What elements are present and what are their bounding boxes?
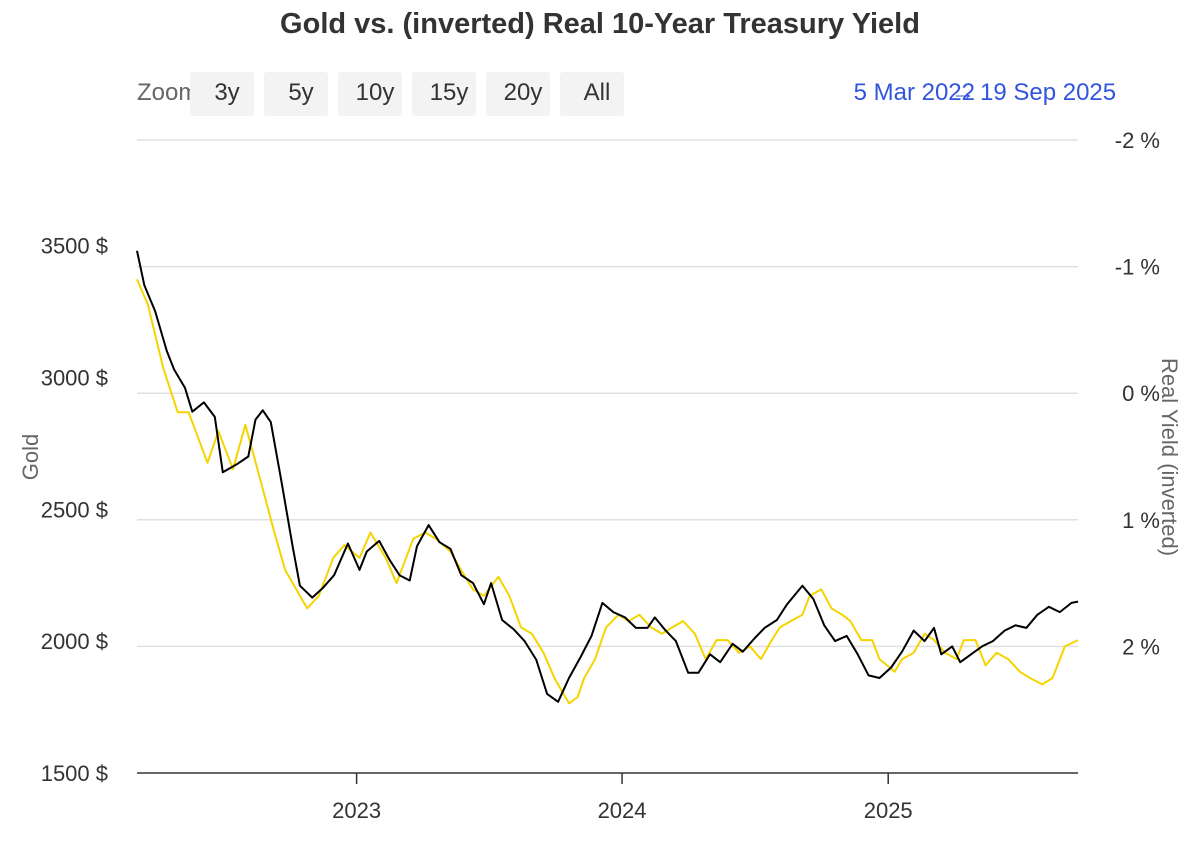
right-axis-tick-label: -1 %	[1115, 255, 1160, 280]
left-axis-title: Gold	[18, 434, 43, 480]
left-axis-tick-label: 3500 $	[41, 234, 108, 259]
x-axis-tick-label: 2024	[598, 798, 647, 823]
right-axis-tick-label: -2 %	[1115, 128, 1160, 153]
zoom-button-label[interactable]: 10y	[356, 79, 395, 106]
zoom-button-All[interactable]: All	[560, 72, 624, 116]
range-to[interactable]: 19 Sep 2025	[980, 79, 1116, 106]
left-axis-tick-label: 2500 $	[41, 497, 108, 522]
series-lines	[136, 250, 1079, 705]
x-axis-tick-label: 2025	[864, 798, 913, 823]
zoom-button-bg[interactable]	[486, 72, 550, 116]
zoom-button-bg[interactable]	[560, 72, 624, 116]
range-from[interactable]: 5 Mar 2022	[854, 79, 975, 106]
left-axis-tick-label: 3000 $	[41, 365, 108, 390]
zoom-button-label[interactable]: 5y	[288, 79, 313, 106]
right-axis-tick-label: 2 %	[1122, 634, 1160, 659]
zoom-button-3y[interactable]: 3y	[190, 72, 254, 116]
zoom-button-bg[interactable]	[264, 72, 328, 116]
gold-series-line	[136, 250, 1079, 703]
zoom-button-15y[interactable]: 15y	[412, 72, 476, 116]
right-axis-tick-label: 1 %	[1122, 508, 1160, 533]
zoom-button-label[interactable]: All	[584, 79, 611, 106]
axes: 1500 $ 2000 $ 2500 $ 3000 $ 3500 $ 2 % 1 % 0 % -…	[41, 128, 1160, 823]
grid-lines	[137, 139, 1078, 648]
left-axis-tick-label: 1500 $	[41, 761, 108, 786]
zoom-buttons: 3y 5y 10y 15y 20y All	[190, 72, 624, 116]
zoom-button-label[interactable]: 20y	[504, 79, 543, 106]
zoom-button-label[interactable]: 15y	[430, 79, 469, 106]
chart-title: Gold vs. (inverted) Real 10-Year Treasur…	[280, 8, 920, 40]
zoom-button-label[interactable]: 3y	[214, 79, 239, 106]
left-axis-tick-label: 2000 $	[41, 629, 108, 654]
right-axis-title: Real Yield (inverted)	[1157, 358, 1182, 556]
range-separator: →	[951, 79, 975, 106]
zoom-button-bg[interactable]	[190, 72, 254, 116]
zoom-button-10y[interactable]: 10y	[338, 72, 402, 116]
x-axis-tick-label: 2023	[332, 798, 381, 823]
zoom-button-bg[interactable]	[338, 72, 402, 116]
right-axis-tick-label: 0 %	[1122, 381, 1160, 406]
zoom-label: Zoom	[137, 79, 198, 106]
zoom-button-20y[interactable]: 20y	[486, 72, 550, 116]
zoom-button-5y[interactable]: 5y	[264, 72, 328, 116]
zoom-button-bg[interactable]	[412, 72, 476, 116]
